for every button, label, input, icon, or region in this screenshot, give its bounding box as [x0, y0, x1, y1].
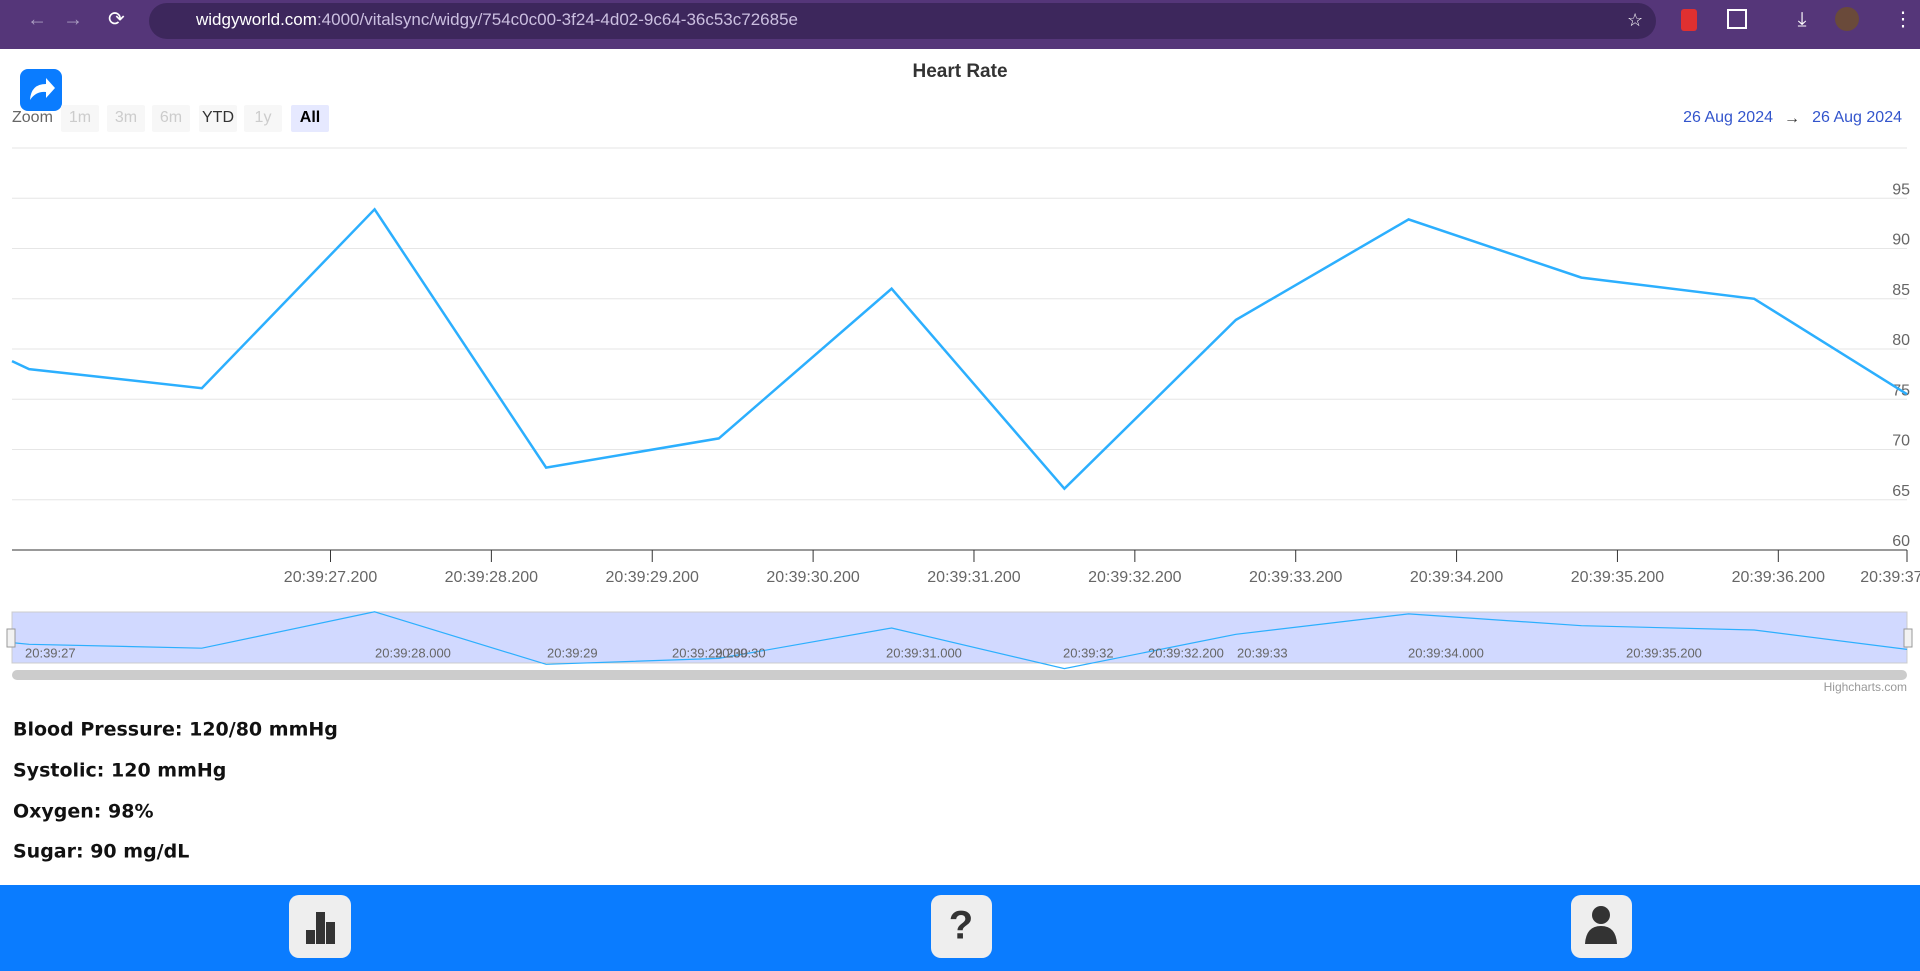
- zoom-button-label: 3m: [115, 109, 137, 126]
- navigator-label: 20:39:30: [715, 645, 766, 660]
- navigator-handle[interactable]: [6, 628, 16, 648]
- help-button[interactable]: [931, 895, 992, 958]
- forward-button[interactable]: →: [63, 8, 83, 30]
- url: widgyworld.com:4000/vitalsync/widgy/754c…: [195, 10, 798, 29]
- credits: Highcharts.com: [1824, 680, 1907, 694]
- profile-avatar[interactable]: [1835, 7, 1859, 31]
- y-tick-label: 90: [1892, 232, 1910, 249]
- navigator-label: 20:39:31.000: [886, 645, 962, 660]
- navigator-label: 20:39:29.200: [672, 645, 748, 660]
- navigator-line: [11, 611, 1908, 670]
- reload-button[interactable]: ⟳: [108, 8, 125, 30]
- scrollbar[interactable]: [12, 670, 1907, 680]
- x-tick-label: 20:39:29.200: [606, 569, 700, 586]
- profile-icon: [1585, 926, 1617, 944]
- x-tick-label: 20:39:33.200: [1249, 569, 1343, 586]
- vital-reading: Systolic: 120 mmHg: [13, 760, 226, 782]
- stats-icon: [326, 922, 335, 944]
- help-icon: ?: [949, 904, 973, 948]
- navigator-label: 20:39:27: [25, 645, 76, 660]
- stats-icon: [306, 930, 315, 944]
- vital-reading: Oxygen: 98%: [13, 801, 154, 823]
- y-tick-label: 70: [1892, 433, 1910, 450]
- menu-button[interactable]: ⋮: [1893, 8, 1913, 30]
- zoom-button-label: 6m: [160, 109, 182, 126]
- x-tick-label: 20:39:36.200: [1732, 569, 1826, 586]
- zoom-button-label: YTD: [202, 109, 234, 126]
- y-tick-label: 80: [1892, 332, 1910, 349]
- navigator-label: 20:39:32.200: [1148, 645, 1224, 660]
- y-tick-label: 65: [1892, 483, 1910, 500]
- chart-title: Heart Rate: [912, 61, 1007, 82]
- navigator-label: 20:39:28.000: [375, 645, 451, 660]
- zoom-button[interactable]: [199, 105, 237, 132]
- y-tick-label: 85: [1892, 282, 1910, 299]
- navigator-label: 20:39:29: [547, 645, 598, 660]
- vital-reading: Blood Pressure: 120/80 mmHg: [13, 719, 338, 741]
- bookmark-star[interactable]: ☆: [1627, 10, 1643, 30]
- line: [11, 207, 1908, 491]
- zoom-button-label: 1m: [69, 109, 91, 126]
- x-tick-label: 20:39:32.200: [1088, 569, 1182, 586]
- zoom-button[interactable]: [291, 105, 329, 132]
- range-arrow: →: [1784, 110, 1800, 127]
- address-bar[interactable]: [149, 3, 1656, 39]
- chart: Heart Rate Zoom 1m 3m 6m YTD 1y All 26 Aug 2024 →…: [6, 61, 1920, 694]
- download-button[interactable]: ⤓: [1798, 8, 1807, 30]
- url-host: widgyworld.com: [195, 10, 317, 29]
- navigator-label: 20:39:32: [1063, 645, 1114, 660]
- zoom-button[interactable]: [61, 105, 99, 132]
- x-tick-label: 20:39:30.200: [766, 569, 860, 586]
- navigator-label: 20:39:33: [1237, 645, 1288, 660]
- zoom-button-label: All: [300, 109, 320, 126]
- range-to: 26 Aug 2024: [1812, 109, 1902, 126]
- x-tick-label: 20:39:34.200: [1410, 569, 1504, 586]
- y-tick-label: 60: [1892, 533, 1910, 550]
- navigator-label: 20:39:34.000: [1408, 645, 1484, 660]
- range-from: 26 Aug 2024: [1683, 109, 1773, 126]
- url-path: :4000/vitalsync/widgy/754c0c00-3f24-4d02…: [317, 10, 798, 29]
- zoom-button-label: 1y: [255, 109, 272, 126]
- extensions-button[interactable]: [1727, 9, 1747, 29]
- x-tick-label: 20:39:28.200: [445, 569, 539, 586]
- vital-reading: Sugar: 90 mg/dL: [13, 841, 189, 863]
- y-tick-label: 95: [1892, 181, 1910, 198]
- x-tick-label: 20:39:35.200: [1571, 569, 1665, 586]
- x-tick-label: 20:39:31.200: [927, 569, 1021, 586]
- profile-icon: [1592, 906, 1610, 924]
- zoom-label: Zoom: [12, 109, 53, 126]
- x-tick-label: 20:39:27.200: [284, 569, 378, 586]
- share-icon: [30, 78, 55, 100]
- zoom-button[interactable]: [244, 105, 282, 132]
- navigator-label: 20:39:35.200: [1626, 645, 1702, 660]
- back-button[interactable]: ←: [27, 8, 47, 30]
- zoom-button[interactable]: [107, 105, 145, 132]
- navigator-handle[interactable]: [1903, 628, 1913, 648]
- x-tick-label: 20:39:37.000: [1860, 569, 1920, 586]
- stats-icon: [316, 912, 325, 944]
- zoom-button[interactable]: [152, 105, 190, 132]
- extension-icon[interactable]: [1681, 9, 1697, 31]
